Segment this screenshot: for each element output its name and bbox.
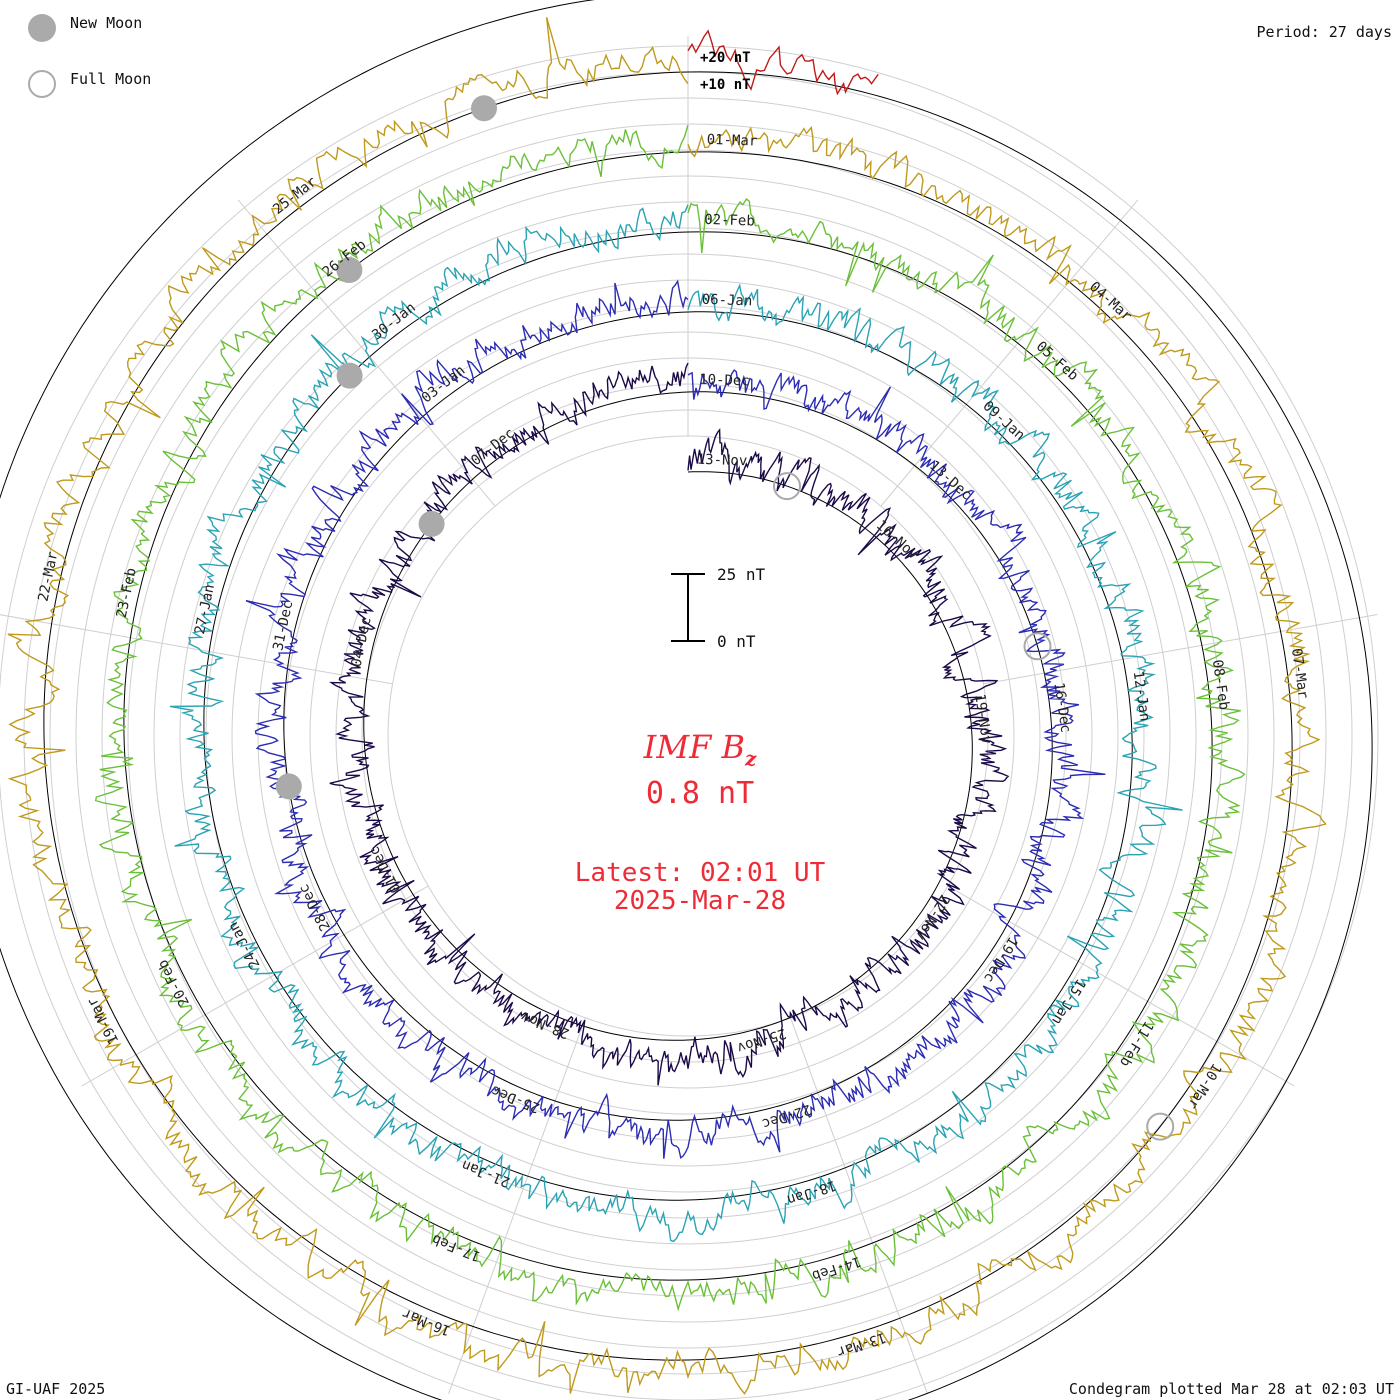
date-label: 17-Feb <box>430 1231 483 1265</box>
date-label: 27-Jan <box>192 583 218 636</box>
date-label: 08-Feb <box>1209 659 1232 711</box>
grid-ring <box>0 45 1379 1400</box>
grid-spoke <box>947 885 1295 1087</box>
date-label: 23-Feb <box>114 567 140 620</box>
date-label: 19-Nov <box>971 693 994 745</box>
date-label: 01-Mar <box>706 132 757 150</box>
date-label: 12-Jan <box>1130 670 1153 722</box>
full-moon-label: Full Moon <box>70 70 152 88</box>
new-moon-label: New Moon <box>70 14 143 32</box>
footer-credit: GI-UAF 2025 <box>6 1380 106 1398</box>
new-moon-marker <box>336 257 363 283</box>
scale-bar-top-label: 25 nT <box>717 565 766 584</box>
trace-4 <box>94 124 1246 1312</box>
trace-1 <box>328 362 1010 1086</box>
date-label: 18-Jan <box>785 1177 838 1208</box>
current-value: 0.8 nT <box>645 776 755 811</box>
trace-3 <box>169 204 1183 1243</box>
trace-5 <box>7 17 1327 1395</box>
parameter-main: IMF B <box>643 728 745 766</box>
new-moon-marker <box>471 95 497 122</box>
date-label: 02-Feb <box>704 212 755 230</box>
period-label: Period: 27 days <box>1256 23 1392 41</box>
cycle-axis <box>123 151 1213 1281</box>
full-moon-marker <box>1023 632 1052 661</box>
new-moon-marker <box>336 362 363 389</box>
full-moon-icon <box>28 70 56 98</box>
parameter-title: IMF Bz <box>0 728 1400 770</box>
trace-6 <box>687 29 879 96</box>
grid-spoke <box>983 613 1378 685</box>
date-label: 14-Feb <box>810 1253 863 1284</box>
date-label: 10-Dec <box>699 372 750 390</box>
new-moon-marker <box>275 773 302 800</box>
footer-plot-time: Condegram plotted Mar 28 at 02:03 UT <box>1068 1380 1394 1398</box>
grid-spoke <box>790 1017 928 1394</box>
date-label: 13-Mar <box>835 1329 888 1360</box>
grid-rings <box>0 45 1379 1400</box>
full-moon-marker <box>773 472 801 501</box>
date-label: 07-Mar <box>1288 647 1311 699</box>
parameter-subscript: z <box>744 746 757 771</box>
latest-date: 2025-Mar-28 <box>613 886 787 916</box>
date-label: 06-Jan <box>701 292 752 310</box>
grid-spoke <box>81 885 429 1087</box>
date-label: 28-Nov <box>519 1008 572 1042</box>
date-label: 13-Nov <box>696 452 747 470</box>
date-label: 21-Jan <box>459 1156 512 1190</box>
new-moon-icon <box>28 14 56 42</box>
grid-spoke <box>448 1017 586 1394</box>
cycle-axis <box>363 391 973 1041</box>
ring-labels: +20 nT +10 nT <box>700 50 751 93</box>
data-traces <box>7 17 1327 1395</box>
cycle-axis <box>203 231 1133 1201</box>
scale-bar: 25 nT 0 nT <box>671 565 766 651</box>
full-moon-marker <box>1146 1112 1175 1141</box>
new-moon-marker <box>418 510 445 537</box>
date-label: 22-Mar <box>35 550 61 603</box>
date-label: 16-Mar <box>400 1305 453 1339</box>
cycle-axis <box>43 71 1293 1361</box>
cycle-axis <box>283 311 1053 1121</box>
latest-time: Latest: 02:01 UT <box>574 858 826 888</box>
moon-phase-markers <box>275 95 1175 1141</box>
scale-bar-bottom-label: 0 nT <box>717 632 756 651</box>
date-label: 16-Dec <box>1050 681 1073 733</box>
trace-2 <box>245 279 1106 1160</box>
grid-spoke <box>0 614 393 685</box>
ring-label-10: +10 nT <box>700 77 751 93</box>
ring-label-20: +20 nT <box>700 50 751 66</box>
date-label: 09-Jan <box>979 398 1027 444</box>
